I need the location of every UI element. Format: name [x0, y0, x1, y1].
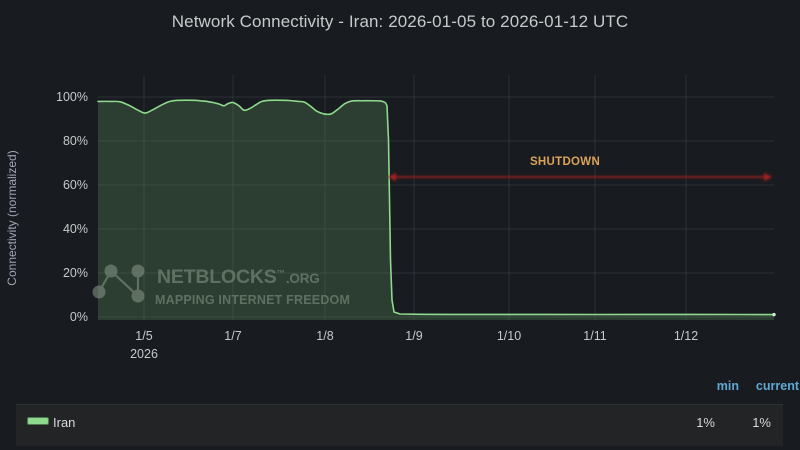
svg-text:1/11: 1/11 — [583, 329, 606, 343]
svg-text:MAPPING INTERNET FREEDOM: MAPPING INTERNET FREEDOM — [155, 293, 350, 307]
svg-text:0%: 0% — [70, 310, 88, 324]
svg-text:1/5: 1/5 — [135, 329, 152, 343]
svg-text:Connectivity (normalized): Connectivity (normalized) — [5, 150, 19, 285]
svg-text:SHUTDOWN: SHUTDOWN — [530, 156, 600, 168]
svg-text:1/8: 1/8 — [316, 329, 333, 343]
svg-text:60%: 60% — [63, 178, 88, 192]
svg-text:20%: 20% — [63, 266, 88, 280]
svg-text:80%: 80% — [63, 134, 88, 148]
svg-text:1/12: 1/12 — [674, 329, 698, 343]
svg-text:2026: 2026 — [130, 347, 158, 361]
svg-text:40%: 40% — [63, 222, 88, 236]
svg-text:100%: 100% — [56, 90, 88, 104]
svg-text:1/9: 1/9 — [405, 329, 422, 343]
svg-text:1/7: 1/7 — [224, 329, 241, 343]
svg-text:1/10: 1/10 — [497, 329, 521, 343]
